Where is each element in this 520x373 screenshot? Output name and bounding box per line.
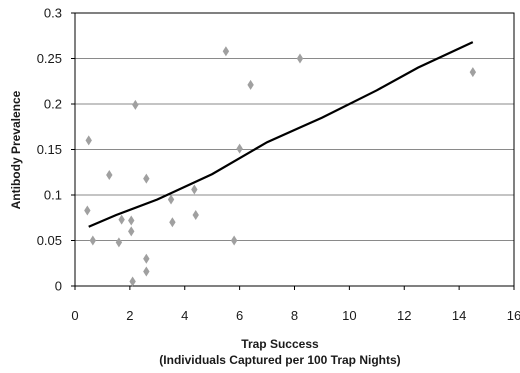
x-axis-title: Trap Success <box>241 337 319 351</box>
x-axis-ticks: 0 2 4 6 8 10 12 14 16 <box>71 286 520 323</box>
data-point <box>89 235 97 246</box>
data-point <box>84 205 91 216</box>
data-point <box>143 253 150 264</box>
data-point <box>143 266 150 277</box>
gridlines <box>75 58 514 241</box>
data-point <box>143 173 150 184</box>
y-tick-label: 0 <box>55 279 62 294</box>
trend-line <box>88 41 474 228</box>
x-tick-label: 10 <box>342 308 356 323</box>
data-point <box>128 226 135 237</box>
y-tick-label: 0.3 <box>44 6 62 21</box>
data-point <box>230 235 238 246</box>
data-point <box>85 135 92 146</box>
data-point <box>129 276 136 287</box>
x-tick-label: 0 <box>71 308 78 323</box>
data-point <box>192 210 199 221</box>
x-tick-label: 12 <box>397 308 411 323</box>
y-axis-ticks: 0 0.05 0.1 0.15 0.2 0.25 0.3 <box>37 6 75 294</box>
data-point <box>191 184 198 195</box>
x-tick-label: 6 <box>236 308 243 323</box>
data-point <box>236 143 243 154</box>
data-point <box>106 169 113 180</box>
y-tick-label: 0.2 <box>44 97 62 112</box>
data-point <box>296 53 304 64</box>
x-axis-title-line2: (Individuals Captured per 100 Trap Night… <box>159 353 400 367</box>
y-tick-label: 0.15 <box>37 142 62 157</box>
y-tick-label: 0.25 <box>37 51 62 66</box>
x-tick-label: 8 <box>291 308 298 323</box>
data-point <box>128 215 135 226</box>
data-point <box>169 217 176 228</box>
x-tick-label: 16 <box>507 308 520 323</box>
y-axis-title: Antibody Prevalence <box>9 90 23 209</box>
data-point <box>167 194 175 205</box>
y-tick-label: 0.05 <box>37 233 62 248</box>
data-point <box>118 214 125 225</box>
x-tick-label: 14 <box>452 308 466 323</box>
data-point <box>222 46 230 57</box>
data-marks <box>84 46 477 287</box>
data-point <box>132 99 139 110</box>
data-point <box>247 79 254 90</box>
data-point <box>469 67 477 78</box>
x-tick-label: 2 <box>126 308 133 323</box>
y-tick-label: 0.1 <box>44 188 62 203</box>
data-point <box>115 237 123 248</box>
x-tick-label: 4 <box>181 308 188 323</box>
